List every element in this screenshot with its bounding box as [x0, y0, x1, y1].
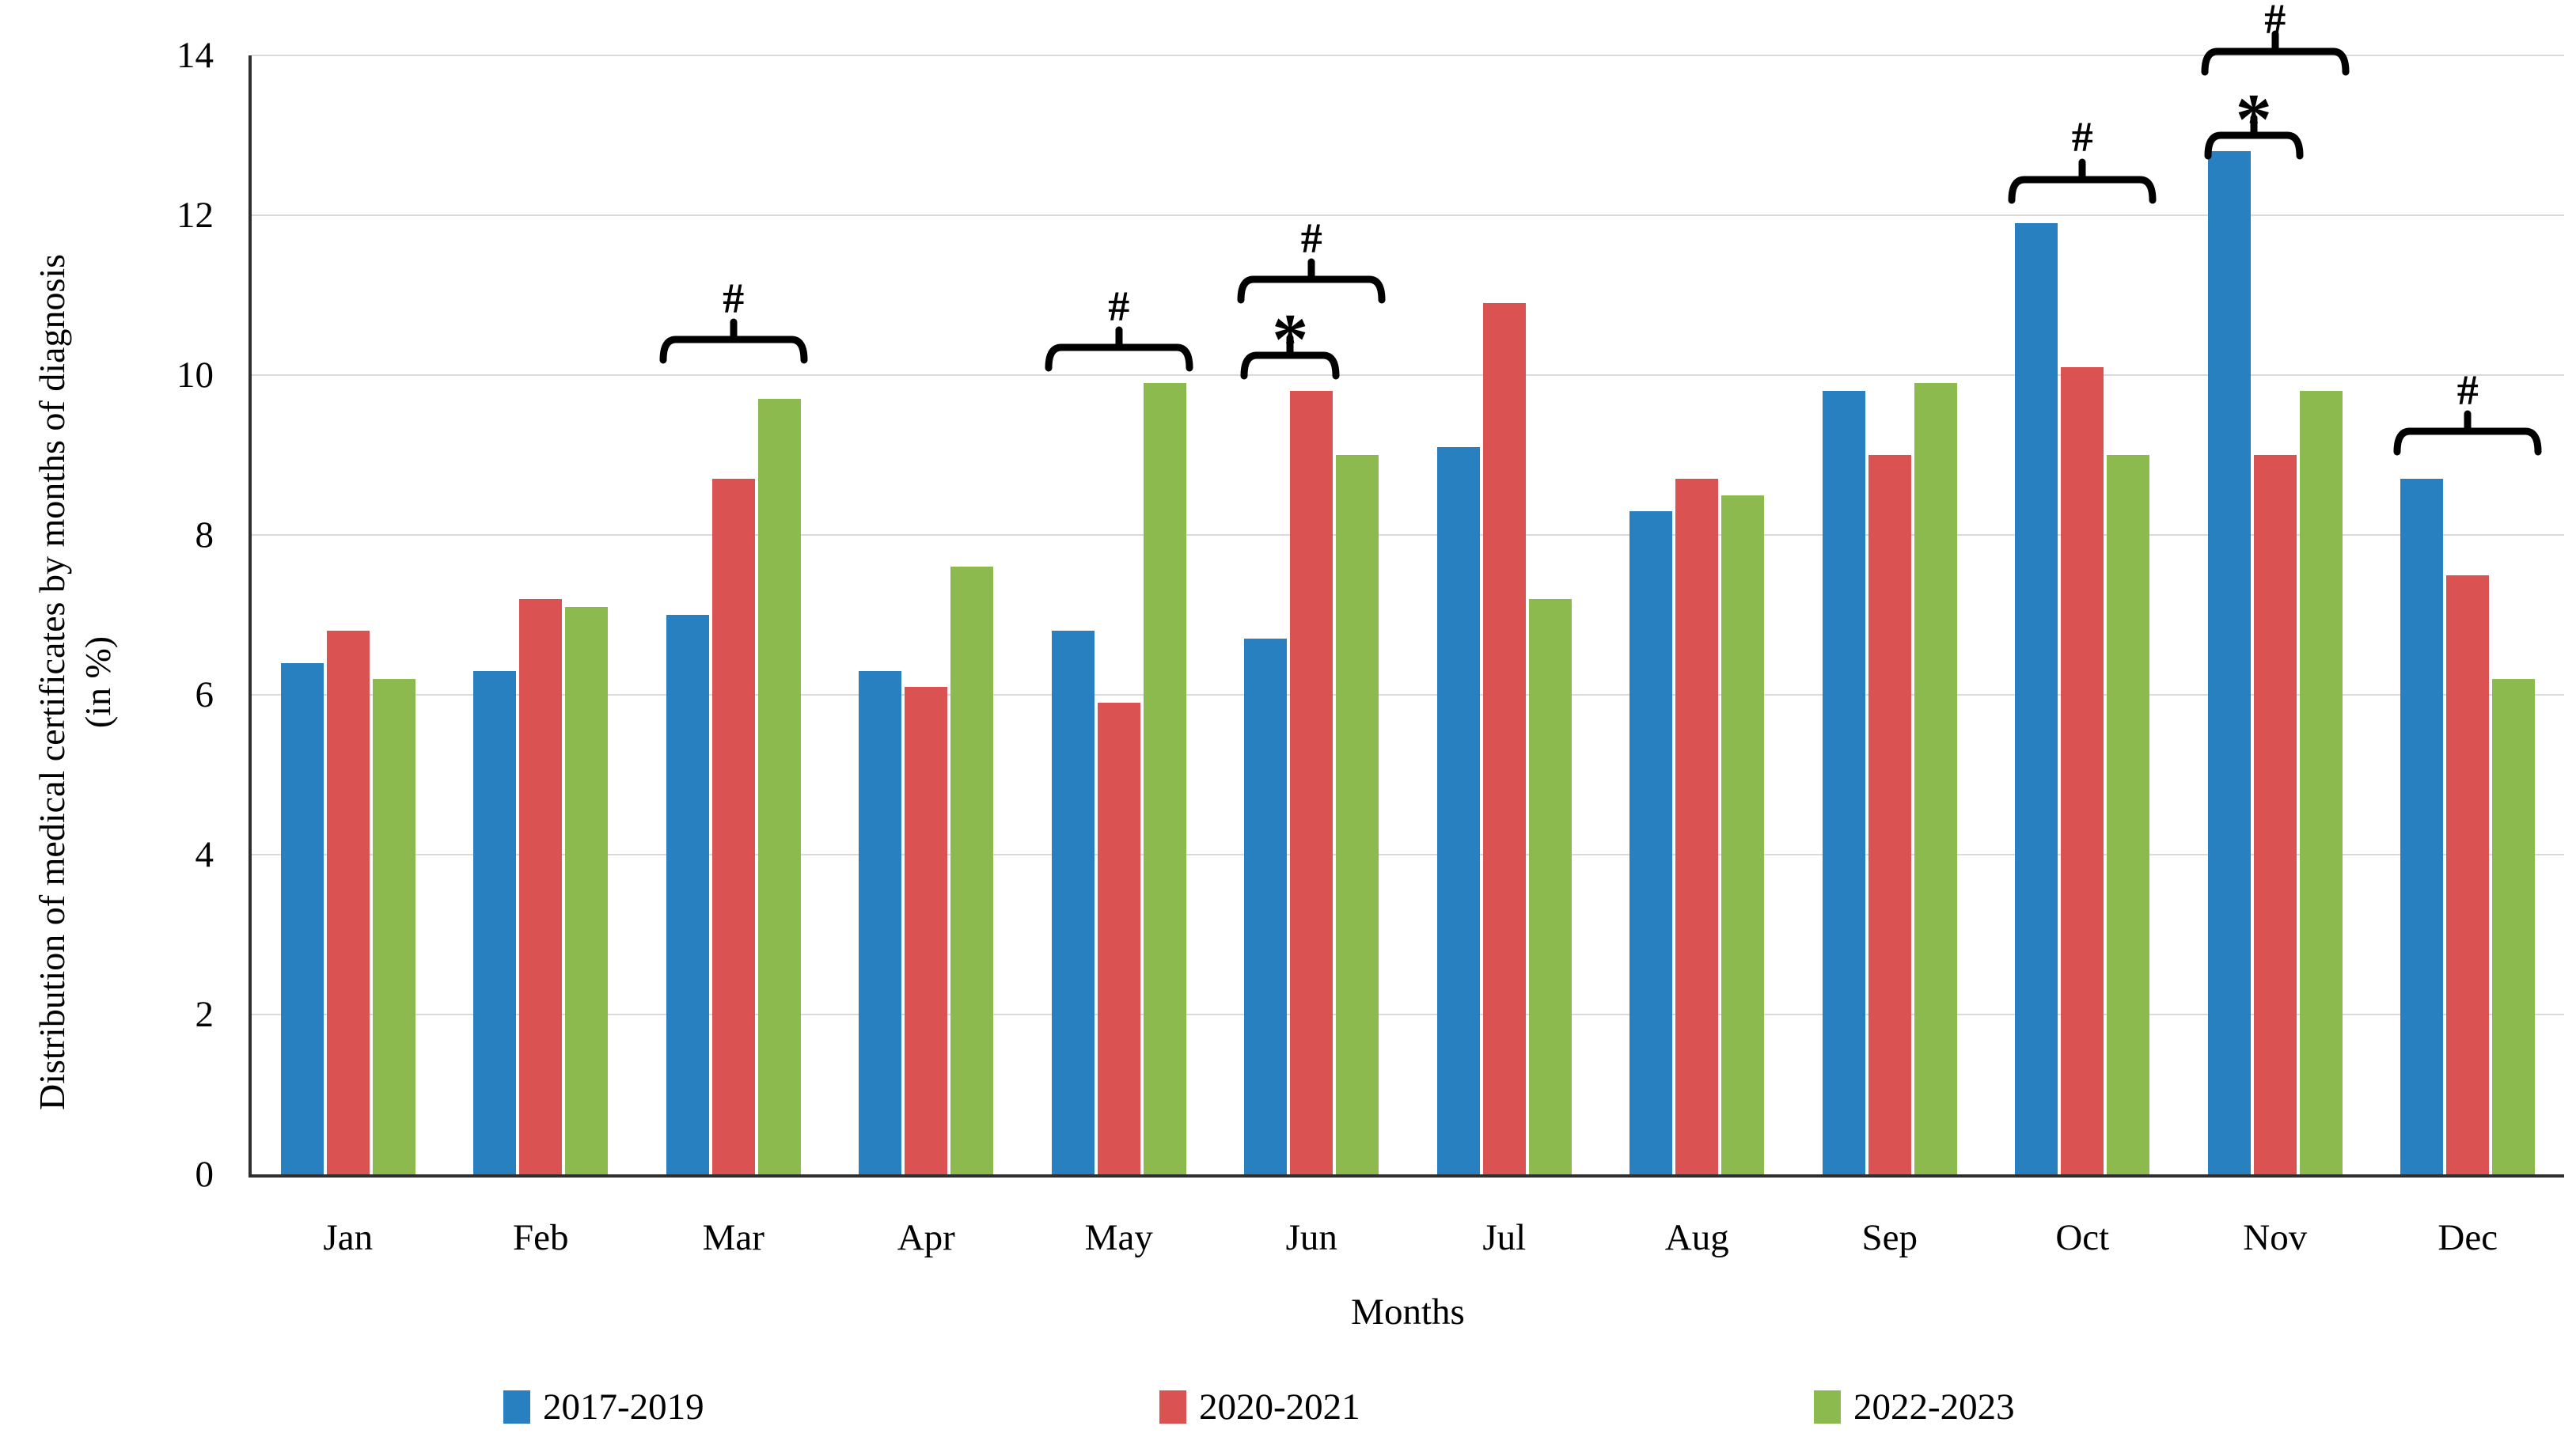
bar-2017-2019-Oct	[2015, 223, 2058, 1174]
significance-bracket-Oct-#	[2008, 158, 2157, 204]
gridline-6	[252, 694, 2564, 696]
significance-symbol-Mar-#: #	[723, 274, 745, 322]
x-tick-label-Apr: Apr	[897, 1217, 955, 1258]
significance-symbol-Dec-#: #	[2456, 366, 2479, 415]
y-axis-line	[248, 55, 252, 1174]
x-axis-title: Months	[1351, 1291, 1465, 1333]
bar-2022-2023-Mar	[757, 399, 801, 1174]
bar-2022-2023-May	[1143, 383, 1186, 1174]
bar-2020-2021-Jan	[326, 631, 370, 1174]
bar-2020-2021-May	[1097, 703, 1140, 1174]
y-tick-label-12: 12	[176, 195, 214, 236]
legend-swatch-2017-2019	[503, 1390, 530, 1424]
y-tick-label-10: 10	[176, 355, 214, 396]
bar-2022-2023-Feb	[565, 606, 609, 1174]
y-tick-label-4: 4	[195, 834, 214, 875]
significance-symbol-Jun-#: #	[1300, 214, 1322, 263]
bar-2017-2019-Mar	[666, 615, 709, 1174]
y-tick-label-2: 2	[195, 994, 214, 1035]
bar-2022-2023-Jan	[372, 678, 415, 1174]
x-tick-label-Oct: Oct	[2055, 1217, 2110, 1258]
bar-2017-2019-May	[1051, 631, 1095, 1174]
bar-2022-2023-Aug	[1721, 495, 1765, 1174]
legend-swatch-2022-2023	[1814, 1390, 1841, 1424]
significance-symbol-Nov-*: *	[2235, 78, 2272, 160]
legend-item-2020-2021: 2020-2021	[1159, 1383, 1360, 1431]
bar-2017-2019-Nov	[2207, 151, 2251, 1174]
gridline-14	[252, 55, 2564, 56]
significance-symbol-Nov-#: #	[2264, 0, 2286, 43]
x-tick-label-Feb: Feb	[513, 1217, 569, 1258]
bar-2020-2021-Aug	[1675, 479, 1719, 1174]
y-tick-label-14: 14	[176, 35, 214, 76]
gridline-12	[252, 214, 2564, 216]
x-tick-label-Nov: Nov	[2243, 1217, 2308, 1258]
x-tick-label-Jan: Jan	[323, 1217, 374, 1258]
significance-bracket-Nov-#	[2201, 30, 2350, 76]
significance-bracket-Jun-*	[1240, 334, 1340, 380]
significance-bracket-Jun-#	[1237, 258, 1386, 304]
significance-bracket-Nov-*	[2204, 114, 2304, 160]
bar-2017-2019-Aug	[1629, 510, 1673, 1174]
bar-2020-2021-Oct	[2061, 366, 2104, 1174]
y-tick-label-0: 0	[195, 1154, 214, 1195]
y-tick-label-8: 8	[195, 514, 214, 556]
x-tick-label-Aug: Aug	[1664, 1217, 1729, 1258]
legend-label-2017-2019: 2017-2019	[543, 1386, 704, 1428]
bar-2020-2021-Nov	[2253, 455, 2297, 1174]
legend-label-2020-2021: 2020-2021	[1199, 1386, 1360, 1428]
gridline-4	[252, 854, 2564, 855]
bar-2017-2019-Apr	[859, 670, 902, 1174]
x-tick-label-Sep: Sep	[1861, 1217, 1918, 1258]
bar-2022-2023-Jun	[1336, 455, 1379, 1174]
bar-2022-2023-Dec	[2492, 678, 2536, 1174]
bar-2017-2019-Jul	[1436, 446, 1480, 1174]
bar-2020-2021-Sep	[1868, 455, 1911, 1174]
legend-label-2022-2023: 2022-2023	[1853, 1386, 2015, 1428]
bar-2022-2023-Sep	[1914, 383, 1957, 1174]
gridline-10	[252, 374, 2564, 376]
significance-bracket-May-#	[1045, 326, 1193, 372]
bar-2020-2021-Apr	[905, 686, 948, 1174]
bar-2020-2021-Dec	[2446, 575, 2490, 1174]
bar-2022-2023-Jul	[1528, 598, 1572, 1174]
bar-2017-2019-Dec	[2400, 479, 2444, 1174]
bar-2020-2021-Jun	[1290, 391, 1334, 1174]
bar-2020-2021-Jul	[1482, 303, 1526, 1174]
x-tick-label-Mar: Mar	[702, 1217, 764, 1258]
legend-swatch-2020-2021	[1159, 1390, 1186, 1424]
bar-2020-2021-Feb	[519, 598, 563, 1174]
bar-2020-2021-Mar	[711, 479, 755, 1174]
bar-2017-2019-Jan	[280, 662, 324, 1174]
bar-2022-2023-Nov	[2299, 391, 2343, 1174]
gridline-8	[252, 534, 2564, 536]
y-tick-label-6: 6	[195, 674, 214, 715]
x-tick-label-May: May	[1084, 1217, 1153, 1258]
significance-bracket-Mar-#	[659, 318, 808, 364]
significance-symbol-May-#: #	[1108, 283, 1130, 331]
significance-symbol-Oct-#: #	[2071, 112, 2093, 161]
bar-2022-2023-Apr	[950, 567, 994, 1174]
bar-2017-2019-Jun	[1244, 639, 1288, 1174]
legend-item-2022-2023: 2022-2023	[1814, 1383, 2015, 1431]
gridline-2	[252, 1014, 2564, 1015]
x-axis-line	[248, 1174, 2564, 1178]
x-tick-label-Dec: Dec	[2438, 1217, 2498, 1258]
significance-bracket-Dec-#	[2393, 410, 2542, 456]
bar-2017-2019-Feb	[473, 670, 517, 1174]
legend-item-2017-2019: 2017-2019	[503, 1383, 704, 1431]
bar-2022-2023-Oct	[2107, 455, 2150, 1174]
x-tick-label-Jun: Jun	[1285, 1217, 1337, 1258]
x-tick-label-Jul: Jul	[1482, 1217, 1527, 1258]
significance-symbol-Jun-*: *	[1272, 298, 1309, 380]
bar-2017-2019-Sep	[1822, 391, 1865, 1174]
